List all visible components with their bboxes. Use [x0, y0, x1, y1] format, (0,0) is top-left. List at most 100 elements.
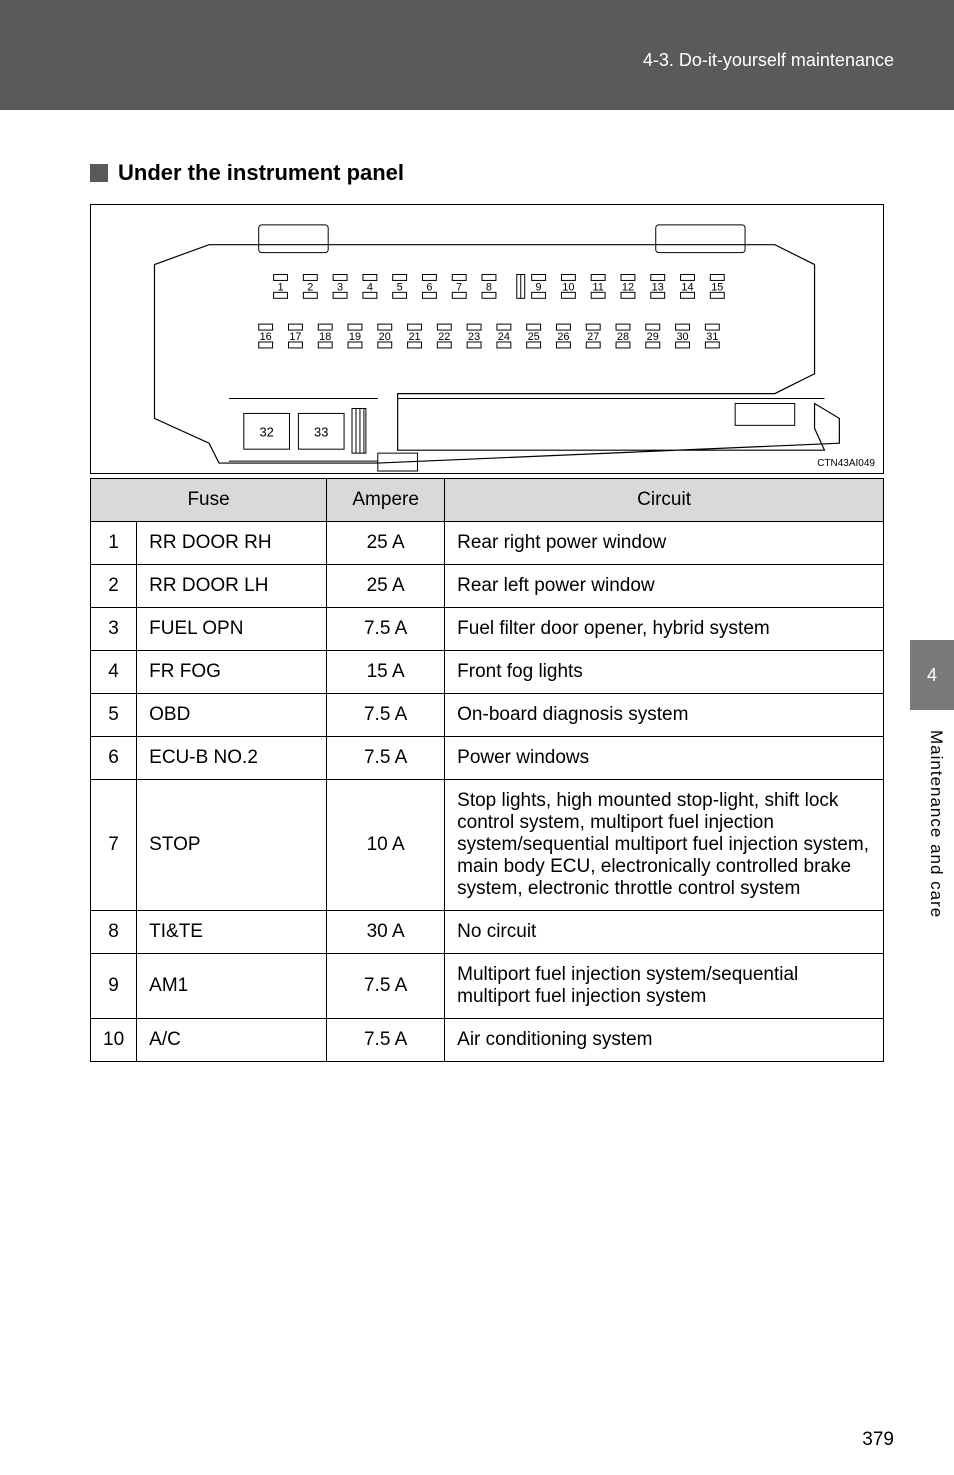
svg-text:18: 18 [319, 331, 331, 343]
cell-fuse: ECU-B NO.2 [137, 737, 327, 780]
svg-text:31: 31 [706, 331, 718, 343]
svg-text:21: 21 [408, 331, 420, 343]
svg-text:30: 30 [676, 331, 688, 343]
cell-amp: 30 A [327, 911, 445, 954]
cell-circuit: Power windows [445, 737, 884, 780]
fuse-33-label: 33 [314, 424, 328, 439]
cell-num: 2 [91, 565, 137, 608]
svg-text:12: 12 [622, 281, 634, 293]
cell-fuse: TI&TE [137, 911, 327, 954]
bullet-square-icon [90, 164, 108, 182]
svg-text:28: 28 [617, 331, 629, 343]
col-circuit: Circuit [445, 479, 884, 522]
fuse-diagram: 123456789101112131415 161718192021222324… [90, 204, 884, 474]
diagram-reference: CTN43AI049 [817, 458, 875, 469]
table-row: 2RR DOOR LH25 ARear left power window [91, 565, 884, 608]
header-band: 4-3. Do-it-yourself maintenance [0, 0, 954, 110]
cell-num: 3 [91, 608, 137, 651]
cell-amp: 25 A [327, 522, 445, 565]
cell-fuse: FUEL OPN [137, 608, 327, 651]
svg-text:19: 19 [349, 331, 361, 343]
svg-text:24: 24 [498, 331, 510, 343]
cell-amp: 7.5 A [327, 1019, 445, 1062]
svg-text:14: 14 [681, 281, 693, 293]
svg-text:10: 10 [562, 281, 574, 293]
svg-text:5: 5 [397, 281, 403, 293]
cell-amp: 7.5 A [327, 954, 445, 1019]
cell-circuit: Rear left power window [445, 565, 884, 608]
svg-text:29: 29 [647, 331, 659, 343]
cell-fuse: A/C [137, 1019, 327, 1062]
cell-amp: 15 A [327, 651, 445, 694]
svg-text:26: 26 [557, 331, 569, 343]
diagram-svg: 123456789101112131415 161718192021222324… [91, 205, 883, 473]
svg-text:1: 1 [278, 281, 284, 293]
svg-text:13: 13 [652, 281, 664, 293]
svg-text:9: 9 [536, 281, 542, 293]
table-row: 4FR FOG15 AFront fog lights [91, 651, 884, 694]
page: 4-3. Do-it-yourself maintenance Under th… [0, 0, 954, 1475]
chapter-number: 4 [927, 665, 937, 686]
cell-num: 8 [91, 911, 137, 954]
cell-num: 6 [91, 737, 137, 780]
table-row: 3FUEL OPN7.5 AFuel filter door opener, h… [91, 608, 884, 651]
svg-text:11: 11 [593, 281, 604, 293]
cell-num: 9 [91, 954, 137, 1019]
cell-fuse: FR FOG [137, 651, 327, 694]
content-area: Under the instrument panel 1234567891011… [0, 110, 954, 1062]
cell-fuse: STOP [137, 780, 327, 911]
fuse-table: Fuse Ampere Circuit 1RR DOOR RH25 ARear … [90, 478, 884, 1062]
table-row: 8TI&TE30 ANo circuit [91, 911, 884, 954]
svg-text:17: 17 [289, 331, 301, 343]
svg-text:25: 25 [528, 331, 540, 343]
cell-amp: 7.5 A [327, 694, 445, 737]
cell-circuit: On-board diagnosis system [445, 694, 884, 737]
svg-text:20: 20 [379, 331, 391, 343]
cell-circuit: No circuit [445, 911, 884, 954]
svg-text:3: 3 [337, 281, 343, 293]
cell-circuit: Multiport fuel injection system/sequenti… [445, 954, 884, 1019]
svg-text:8: 8 [486, 281, 492, 293]
svg-text:15: 15 [711, 281, 723, 293]
svg-text:2: 2 [307, 281, 313, 293]
cell-num: 10 [91, 1019, 137, 1062]
svg-text:16: 16 [260, 331, 272, 343]
svg-text:23: 23 [468, 331, 480, 343]
cell-circuit: Fuel filter door opener, hybrid system [445, 608, 884, 651]
cell-num: 5 [91, 694, 137, 737]
cell-amp: 7.5 A [327, 737, 445, 780]
section-heading: Under the instrument panel [90, 160, 884, 186]
table-row: 10A/C7.5 AAir conditioning system [91, 1019, 884, 1062]
cell-circuit: Front fog lights [445, 651, 884, 694]
col-ampere: Ampere [327, 479, 445, 522]
cell-num: 1 [91, 522, 137, 565]
svg-text:22: 22 [438, 331, 450, 343]
cell-circuit: Air conditioning system [445, 1019, 884, 1062]
cell-amp: 25 A [327, 565, 445, 608]
side-chapter-label: Maintenance and care [926, 730, 946, 918]
side-tab: 4 [910, 640, 954, 710]
cell-amp: 7.5 A [327, 608, 445, 651]
cell-fuse: RR DOOR LH [137, 565, 327, 608]
fuse-32-label: 32 [259, 424, 273, 439]
table-row: 7STOP10 AStop lights, high mounted stop-… [91, 780, 884, 911]
cell-amp: 10 A [327, 780, 445, 911]
cell-num: 4 [91, 651, 137, 694]
cell-num: 7 [91, 780, 137, 911]
table-row: 1RR DOOR RH25 ARear right power window [91, 522, 884, 565]
table-row: 6ECU-B NO.27.5 APower windows [91, 737, 884, 780]
cell-circuit: Rear right power window [445, 522, 884, 565]
breadcrumb: 4-3. Do-it-yourself maintenance [643, 50, 894, 71]
cell-fuse: OBD [137, 694, 327, 737]
svg-text:4: 4 [367, 281, 373, 293]
cell-circuit: Stop lights, high mounted stop-light, sh… [445, 780, 884, 911]
svg-text:7: 7 [456, 281, 462, 293]
table-row: 9AM17.5 AMultiport fuel injection system… [91, 954, 884, 1019]
table-row: 5OBD7.5 AOn-board diagnosis system [91, 694, 884, 737]
cell-fuse: AM1 [137, 954, 327, 1019]
page-number: 379 [862, 1429, 894, 1451]
section-title: Under the instrument panel [118, 160, 404, 186]
svg-text:27: 27 [587, 331, 599, 343]
cell-fuse: RR DOOR RH [137, 522, 327, 565]
svg-text:6: 6 [426, 281, 432, 293]
